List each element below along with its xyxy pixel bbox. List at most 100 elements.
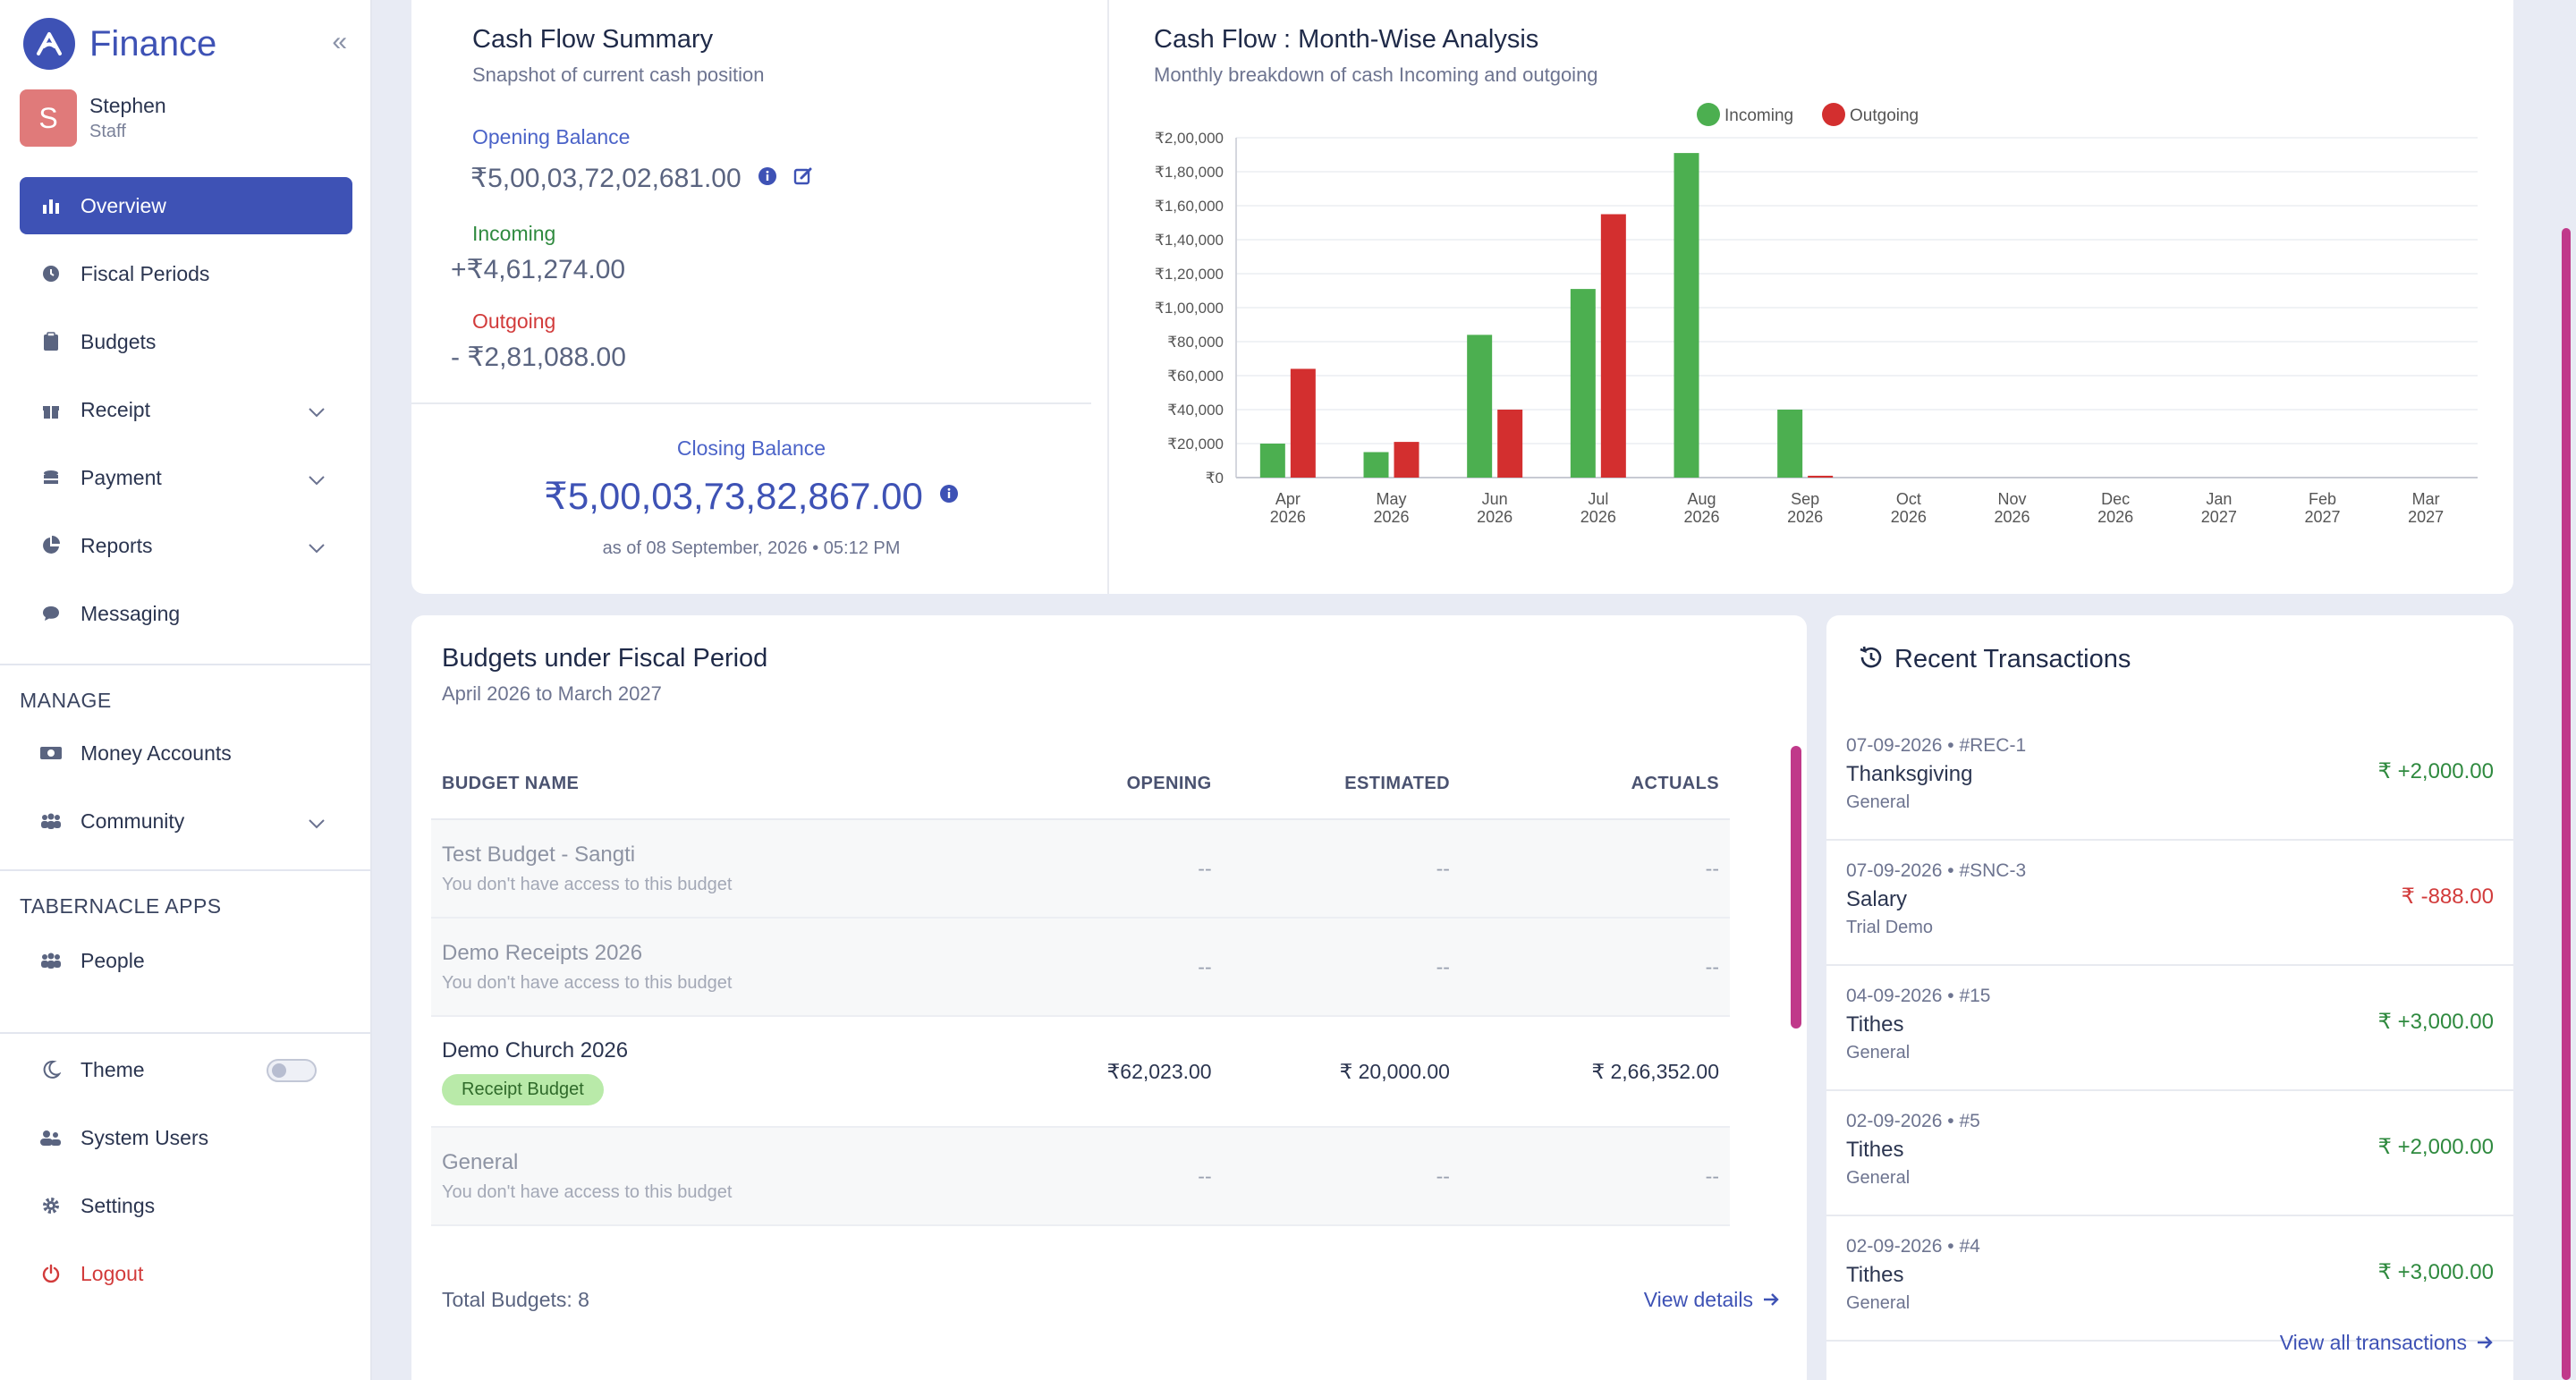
- table-row[interactable]: Demo Church 2026 Receipt Budget ₹62,023.0…: [431, 1016, 1730, 1128]
- sidebar-item-messaging[interactable]: Messaging: [20, 585, 352, 642]
- sidebar-item-theme[interactable]: Theme: [20, 1041, 352, 1098]
- sidebar-item-label: Messaging: [80, 601, 181, 625]
- sidebar-item-payment[interactable]: Payment: [20, 449, 352, 506]
- user-profile[interactable]: S Stephen Staff: [20, 89, 166, 147]
- column-header-opening[interactable]: OPENING: [994, 749, 1223, 820]
- sidebar-item-people[interactable]: People: [20, 932, 352, 989]
- closing-balance-label: Closing Balance: [676, 436, 826, 460]
- sidebar-item-system-users[interactable]: System Users: [20, 1109, 352, 1166]
- table-header-row: BUDGET NAME OPENING ESTIMATED ACTUALS: [431, 749, 1730, 820]
- transaction-amount: ₹ +3,000.00: [2378, 1009, 2494, 1035]
- transaction-meta: 02-09-2026 • #5: [1846, 1111, 1980, 1131]
- sidebar-item-money-accounts[interactable]: Money Accounts: [20, 724, 352, 782]
- sidebar-item-overview[interactable]: Overview: [20, 177, 352, 234]
- closing-balance-value: ₹5,00,03,73,82,867.00: [544, 475, 923, 517]
- bar-outgoing: [1290, 368, 1316, 478]
- transaction-name: Salary: [1846, 887, 1908, 911]
- pie-chart-icon: [39, 534, 63, 557]
- table-row[interactable]: General You don't have access to this bud…: [431, 1127, 1730, 1226]
- opening-cell: ₹62,023.00: [994, 1016, 1223, 1128]
- gift-icon: [39, 398, 63, 421]
- table-scrollbar[interactable]: [1791, 746, 1801, 1029]
- as-of-timestamp: as of 08 September, 2026 • 05:12 PM: [602, 538, 901, 558]
- transaction-item[interactable]: 07-09-2026 • #SNC-3 Salary Trial Demo ₹ -88…: [1826, 841, 2513, 966]
- x-tick-label: Aug: [1687, 490, 1716, 508]
- theme-toggle[interactable]: [267, 1059, 317, 1082]
- people-group-icon: [39, 949, 63, 972]
- amount-value: -888.00: [2420, 885, 2494, 909]
- column-header-estimated[interactable]: ESTIMATED: [1222, 749, 1461, 820]
- coins-icon: [39, 466, 63, 489]
- incoming-label: Incoming: [472, 222, 556, 245]
- sidebar-item-label: Overview: [80, 193, 166, 217]
- x-tick-label: Oct: [1896, 490, 1921, 508]
- info-icon[interactable]: [939, 484, 959, 508]
- x-tick-label: 2026: [1994, 508, 2029, 526]
- budgets-card: Budgets under Fiscal Period April 2026 t…: [411, 615, 1807, 1380]
- collapse-sidebar-icon[interactable]: «: [332, 27, 347, 56]
- bar-outgoing: [1497, 410, 1523, 478]
- sidebar-item-label: Fiscal Periods: [80, 261, 210, 285]
- x-tick-label: 2027: [2304, 508, 2340, 526]
- brand-name: Finance: [89, 23, 217, 63]
- column-header-actuals[interactable]: ACTUALS: [1460, 749, 1730, 820]
- y-tick-label: ₹1,60,000: [1155, 198, 1224, 215]
- transaction-name: Tithes: [1846, 1012, 1904, 1037]
- transaction-category: General: [1846, 1043, 1911, 1063]
- view-details-link[interactable]: View details: [1644, 1288, 1780, 1312]
- users-icon: [39, 1126, 63, 1149]
- transaction-item[interactable]: 02-09-2026 • #5 Tithes General ₹ +2,000.00: [1826, 1091, 2513, 1216]
- chat-icon: [39, 602, 63, 625]
- opening-cell: --: [994, 1127, 1223, 1226]
- currency-symbol: ₹: [2377, 1135, 2392, 1159]
- sidebar-item-budgets[interactable]: Budgets: [20, 313, 352, 370]
- table-row[interactable]: Test Budget - Sangti You don't have acces…: [431, 819, 1730, 919]
- estimated-cell: --: [1222, 819, 1461, 919]
- view-all-transactions-link[interactable]: View all transactions: [2280, 1331, 2494, 1355]
- transaction-item[interactable]: 07-09-2026 • #REC-1 Thanksgiving General ₹ …: [1826, 715, 2513, 841]
- budgets-table-wrapper[interactable]: BUDGET NAME OPENING ESTIMATED ACTUALS Te…: [431, 749, 1730, 1250]
- brand[interactable]: Finance: [23, 18, 216, 70]
- opening-balance-row: ₹5,00,03,72,02,681.00: [470, 163, 813, 194]
- column-header-budget-name[interactable]: BUDGET NAME: [431, 749, 995, 820]
- legend-label: Outgoing: [1850, 106, 1919, 125]
- summary-header: Cash Flow Summary Snapshot of current ca…: [472, 25, 765, 87]
- x-tick-label: Apr: [1275, 490, 1301, 508]
- sidebar-item-settings[interactable]: Settings: [20, 1177, 352, 1234]
- transaction-item[interactable]: 04-09-2026 • #15 Tithes General ₹ +3,000.00: [1826, 966, 2513, 1091]
- page-scrollbar-thumb[interactable]: [2562, 228, 2571, 1380]
- x-tick-label: 2027: [2201, 508, 2237, 526]
- x-tick-label: 2026: [1891, 508, 1927, 526]
- total-budgets: Total Budgets: 8: [442, 1288, 589, 1311]
- sidebar-item-label: Payment: [80, 465, 162, 489]
- budgets-header: Budgets under Fiscal Period April 2026 t…: [442, 644, 767, 706]
- x-tick-label: 2026: [1373, 508, 1409, 526]
- section-label-manage: MANAGE: [20, 689, 112, 712]
- table-row[interactable]: Demo Receipts 2026 You don't have access …: [431, 918, 1730, 1017]
- estimated-cell: --: [1222, 1127, 1461, 1226]
- budget-name-cell: Demo Church 2026 Receipt Budget: [431, 1016, 995, 1128]
- sidebar-item-reports[interactable]: Reports: [20, 517, 352, 574]
- sidebar-item-receipt[interactable]: Receipt: [20, 381, 352, 438]
- legend-label: Incoming: [1724, 106, 1793, 125]
- transaction-name: Tithes: [1846, 1263, 1904, 1287]
- sidebar-item-label: Logout: [80, 1261, 144, 1285]
- budget-name: Demo Receipts 2026: [442, 940, 643, 965]
- sidebar-item-label: Money Accounts: [80, 741, 232, 765]
- y-tick-label: ₹1,20,000: [1155, 266, 1224, 283]
- transaction-item[interactable]: 02-09-2026 • #4 Tithes General ₹ +3,000.00: [1826, 1216, 2513, 1342]
- budget-name: Test Budget - Sangti: [442, 842, 636, 867]
- user-name: Stephen: [89, 94, 166, 117]
- edit-icon[interactable]: [793, 166, 813, 190]
- info-icon[interactable]: [758, 166, 777, 190]
- outgoing-value: - ₹2,81,088.00: [451, 343, 626, 372]
- chevron-down-icon: [308, 810, 326, 834]
- x-tick-label: Nov: [1997, 490, 2026, 508]
- x-tick-label: 2026: [1477, 508, 1513, 526]
- actuals-cell: --: [1460, 918, 1730, 1017]
- sidebar-item-community[interactable]: Community: [20, 792, 352, 850]
- sidebar-item-fiscal-periods[interactable]: Fiscal Periods: [20, 245, 352, 302]
- clock-icon: [39, 262, 63, 285]
- budget-name-cell: Test Budget - Sangti You don't have acces…: [431, 819, 995, 919]
- sidebar-item-logout[interactable]: Logout: [20, 1245, 352, 1302]
